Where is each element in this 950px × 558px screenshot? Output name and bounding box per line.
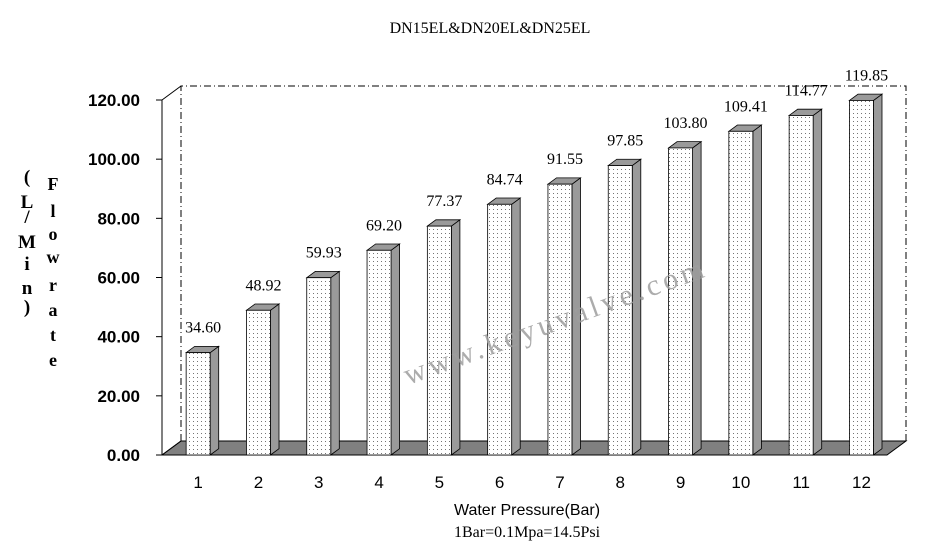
bar-side [450,219,461,456]
data-label: 69.20 [366,217,402,234]
x-tick-label: 8 [616,473,625,492]
bar: 119.85 [845,67,888,456]
data-label: 84.74 [487,171,523,188]
bar-front [788,115,814,456]
x-tick-label: 6 [495,473,504,492]
bar-front [487,203,513,456]
data-label: 97.85 [607,133,643,150]
y-tick-label: 100.00 [88,150,140,169]
bar-side [209,345,220,456]
bar-front [607,165,633,456]
bar-front [547,183,573,456]
x-axis-label: Water Pressure(Bar) [454,502,600,519]
y-tick-label: 20.00 [97,387,140,406]
y-label-char: / [23,207,30,228]
bar-front [306,277,332,456]
bar-front [426,225,452,456]
y-tick-label: 120.00 [88,91,140,110]
y-label-char: ) [24,297,30,318]
bar-side [752,124,762,456]
y-label-char: w [47,247,60,267]
bar: 91.55 [546,151,583,456]
y-label-char: l [50,201,55,221]
y-label-char: n [22,278,33,299]
y-tick-label: 60.00 [97,269,140,288]
bar: 69.20 [365,217,402,456]
bar: 103.80 [664,115,708,456]
x-tick-label: 7 [555,473,564,492]
chart-title: DN15EL&DN20EL&DN25EL [390,20,591,37]
y-label-char: r [49,275,57,295]
bar-side [692,140,702,456]
bar-front [849,100,874,456]
plot-frame [160,85,908,456]
y-label-char: F [48,174,59,194]
bar: 34.60 [184,320,221,456]
x-axis: 1 2 3 4 5 6 7 8 9 10 11 12 [193,473,870,492]
y-tick-label: 40.00 [97,328,140,347]
data-label: 34.60 [185,320,221,337]
y-label-char: ( [24,167,30,188]
bar-front [246,309,271,456]
y-tick-label: 0.00 [107,446,140,465]
bar: 59.93 [305,245,342,456]
x-tick-label: 1 [193,473,202,492]
y-label-char: M [18,232,36,253]
x-tick-label: 12 [852,473,871,492]
data-label: 114.77 [784,82,827,99]
bar-side [390,243,401,456]
x-tick-label: 3 [314,473,323,492]
x-tick-label: 5 [435,473,444,492]
y-label-char: a [49,300,58,320]
bar-side [812,108,823,456]
data-label: 119.85 [845,67,888,84]
bar-side [270,303,280,456]
y-label-char: i [24,254,29,275]
y-label-char: t [50,325,56,345]
bar-series: 34.60 48.92 59.93 69.20 77.37 84.74 91.55 97.85… [184,67,888,456]
bar-front [668,147,693,456]
data-label: 103.80 [664,115,708,132]
axis-top-depth-line [161,85,182,101]
x-tick-label: 2 [254,473,263,492]
x-tick-label: 11 [792,473,810,492]
y-tick-label: 80.00 [97,209,140,228]
x-tick-label: 10 [731,473,750,492]
data-label: 77.37 [426,193,462,210]
data-label: 48.92 [245,277,281,294]
bar: 77.37 [426,193,462,456]
data-label: 59.93 [306,245,342,262]
y-axis: 0.00 20.00 40.00 60.00 80.00 100.00 120.00 [88,91,163,465]
x-axis-note: 1Bar=0.1Mpa=14.5Psi [454,524,601,541]
bar-side [873,93,883,456]
x-tick-label: 4 [374,473,383,492]
y-label-char: e [49,350,57,370]
x-tick-label: 9 [676,473,685,492]
bar: 84.74 [486,171,523,456]
back-wall [180,85,907,441]
bar-front [366,249,392,456]
bar: 97.85 [607,133,643,456]
data-label: 91.55 [547,151,583,168]
bar-front [185,352,211,456]
bar-side [330,270,340,456]
data-label: 109.41 [724,98,768,115]
axis-depth-line [161,440,182,456]
y-label-char: o [49,224,58,244]
bar-front [728,130,754,456]
y-label-char: L [21,192,34,213]
bar: 48.92 [245,277,281,456]
bar: 114.77 [784,82,828,456]
bar: 109.41 [724,98,768,456]
